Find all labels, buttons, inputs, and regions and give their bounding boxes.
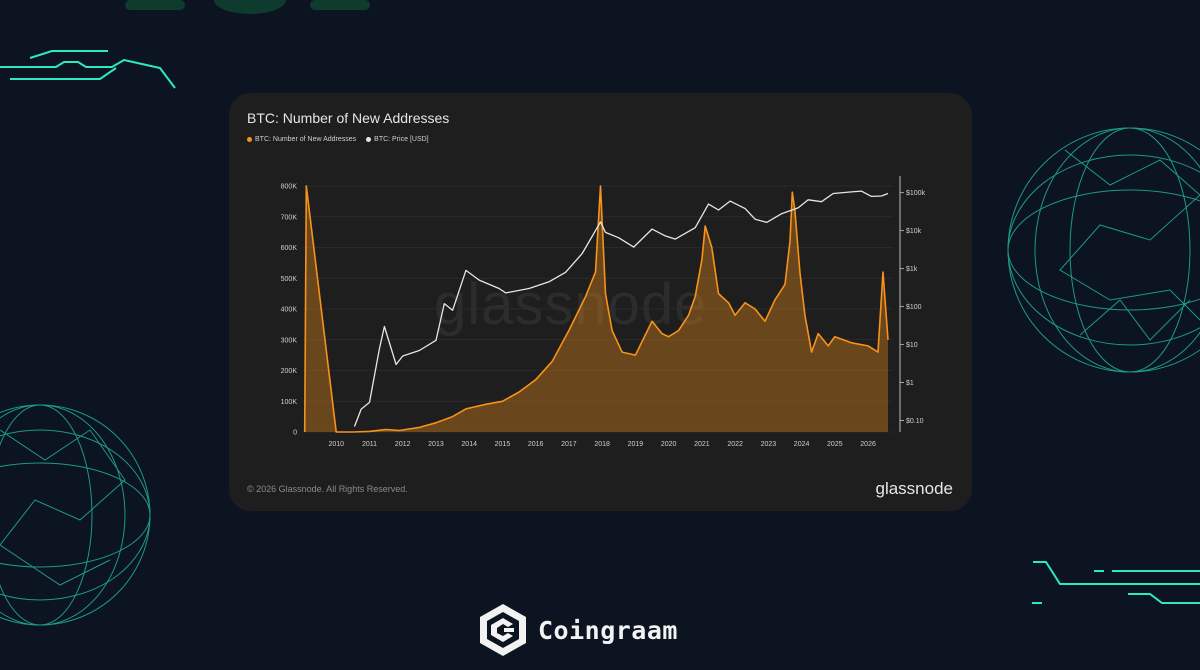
- x-tick-label: 2021: [694, 441, 710, 448]
- y-left-tick-label: 100K: [281, 399, 298, 406]
- y-left-tick-label: 200K: [281, 368, 298, 375]
- glassnode-logo: glassnode: [875, 479, 953, 498]
- x-tick-label: 2023: [761, 441, 777, 448]
- coingraam-hex-logo-icon: [480, 604, 526, 656]
- legend-item-new-addresses[interactable]: BTC: Number of New Addresses: [247, 136, 356, 143]
- legend-label-new-addresses: BTC: Number of New Addresses: [255, 136, 357, 143]
- chart-plot: 0 100K 200K 300K 400K 500K 600K 700K 800K $0.10 $1…: [281, 176, 926, 448]
- x-tick-label: 2018: [594, 441, 610, 448]
- legend-item-price[interactable]: BTC: Price [USD]: [366, 136, 429, 143]
- x-tick-label: 2015: [495, 441, 511, 448]
- y-left-tick-label: 400K: [281, 307, 298, 314]
- y-right-tick-label: $1k: [906, 266, 918, 273]
- x-tick-label: 2020: [661, 441, 677, 448]
- x-tick-label: 2013: [428, 441, 444, 448]
- chart-title: BTC: Number of New Addresses: [247, 110, 450, 126]
- x-tick-label: 2025: [827, 441, 843, 448]
- wireframe-sphere-right: [1007, 127, 1200, 373]
- y-left-tick-label: 700K: [281, 214, 298, 221]
- series-line-price: [353, 190, 889, 427]
- y-left-tick-label: 500K: [281, 276, 298, 283]
- wireframe-sphere-left: [0, 404, 151, 626]
- top-left-circuit-lines: [0, 50, 176, 89]
- y-right-tick-label: $10k: [906, 228, 922, 235]
- top-green-shapes: [125, 0, 370, 14]
- y-left-tick-label: 600K: [281, 245, 298, 252]
- x-tick-label: 2014: [461, 441, 477, 448]
- x-tick-label: 2016: [528, 441, 544, 448]
- y-right-tick-label: $1: [906, 380, 914, 387]
- x-tick-label: 2017: [561, 441, 577, 448]
- y-left-tick-label: 300K: [281, 337, 298, 344]
- x-tick-label: 2024: [794, 441, 810, 448]
- chart-legend: BTC: Number of New Addresses BTC: Price …: [247, 136, 429, 143]
- x-tick-label: 2019: [628, 441, 644, 448]
- y-right-tick-label: $0.10: [906, 418, 924, 425]
- x-tick-label: 2011: [362, 441, 377, 448]
- y-right-tick-label: $10: [906, 342, 918, 349]
- legend-dot-white: [366, 137, 372, 142]
- x-tick-label: 2026: [860, 441, 876, 448]
- bottom-right-circuit-lines: [1032, 561, 1200, 604]
- coingraam-brand: Coingraam: [478, 603, 678, 657]
- series-area-new-addresses: [304, 186, 889, 432]
- x-tick-label: 2010: [328, 441, 344, 448]
- y-left-tick-label: 0: [293, 430, 297, 437]
- copyright-text: © 2026 Glassnode. All Rights Reserved.: [247, 484, 408, 494]
- coingraam-brand-name: Coingraam: [538, 615, 678, 645]
- series-line-new-addresses: [303, 185, 889, 433]
- x-tick-label: 2012: [395, 441, 411, 448]
- y-right-tick-label: $100k: [906, 190, 926, 197]
- y-left-tick-label: 800K: [281, 184, 298, 191]
- chart-card: BTC: Number of New Addresses BTC: Number…: [229, 93, 972, 511]
- y-right-tick-label: $100: [906, 304, 922, 311]
- legend-dot-orange: [247, 137, 252, 142]
- x-tick-label: 2022: [727, 441, 743, 448]
- legend-label-price: BTC: Price [USD]: [374, 136, 429, 143]
